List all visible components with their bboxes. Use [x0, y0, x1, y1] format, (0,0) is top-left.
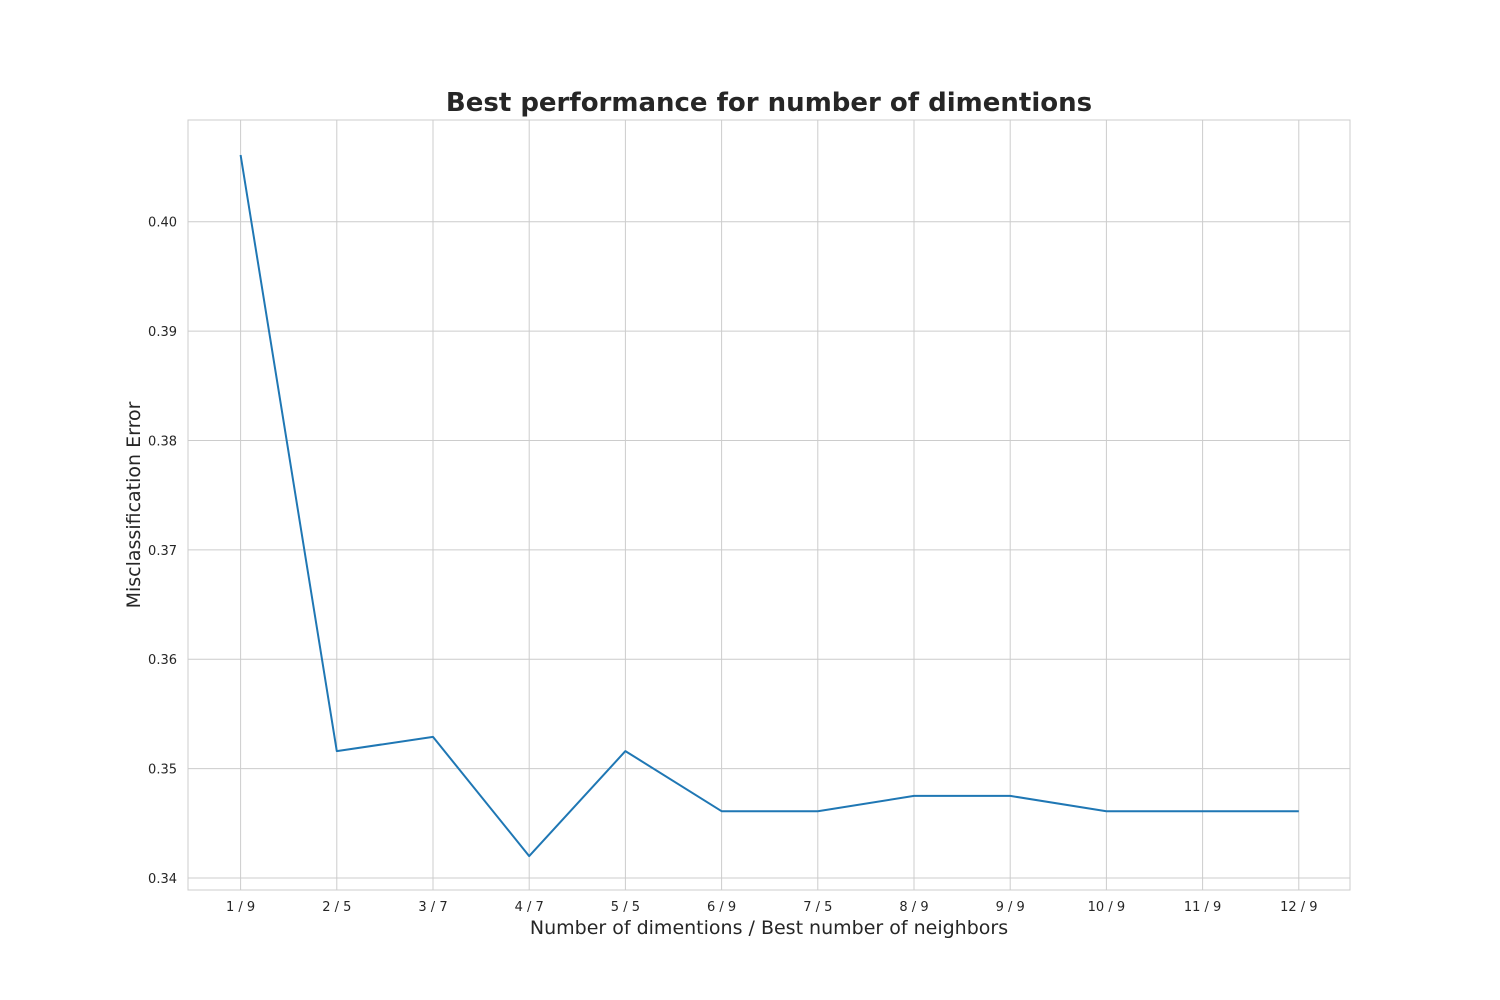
x-axis-label: Number of dimentions / Best number of ne… [530, 917, 1008, 939]
x-tick-label: 6 / 9 [707, 900, 736, 915]
x-tick-label: 4 / 7 [515, 900, 544, 915]
y-tick-label: 0.39 [148, 325, 177, 340]
x-tick-label: 9 / 9 [996, 900, 1025, 915]
x-gridlines [240, 120, 1300, 890]
x-tick-label: 1 / 9 [226, 900, 255, 915]
x-tick-label: 3 / 7 [418, 900, 447, 915]
series-line [239, 154, 1299, 858]
y-gridlines [188, 221, 1350, 879]
series-layer [239, 154, 1299, 858]
x-tick-label: 12 / 9 [1280, 900, 1317, 915]
x-tick-labels: 1 / 9 2 / 5 3 / 7 4 / 7 5 / 5 6 / 9 7 / 5 8 / 9… [226, 900, 1318, 915]
x-tick-label: 5 / 5 [611, 900, 640, 915]
plot-frame [187, 119, 1351, 891]
chart-title: Best performance for number of dimention… [446, 88, 1092, 118]
y-tick-label: 0.37 [148, 544, 177, 559]
x-tick-label: 7 / 5 [803, 900, 832, 915]
x-tick-label: 11 / 9 [1184, 900, 1221, 915]
x-tick-label: 10 / 9 [1088, 900, 1125, 915]
y-tick-label: 0.35 [148, 763, 177, 778]
y-tick-label: 0.38 [148, 434, 177, 449]
y-tick-label: 0.34 [148, 872, 177, 887]
y-tick-label: 0.40 [148, 216, 177, 231]
y-tick-label: 0.36 [148, 653, 177, 668]
y-tick-labels: 0.34 0.35 0.36 0.37 0.38 0.39 0.40 [148, 216, 177, 887]
y-axis-label: Misclassification Error [123, 401, 145, 608]
x-tick-label: 8 / 9 [899, 900, 928, 915]
x-tick-label: 2 / 5 [322, 900, 351, 915]
